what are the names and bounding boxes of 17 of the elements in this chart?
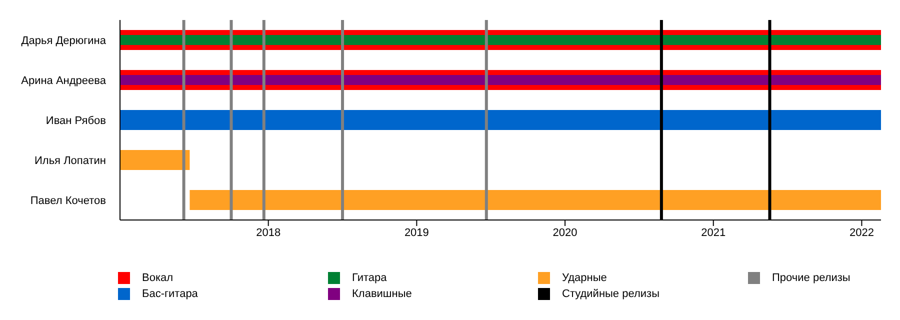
x-tick-label: 2019 bbox=[404, 226, 429, 239]
x-tick-label: 2020 bbox=[552, 226, 578, 239]
legend-label: Вокал bbox=[142, 272, 174, 284]
x-tick-label: 2022 bbox=[849, 226, 874, 239]
legend-label: Прочие релизы bbox=[772, 272, 850, 284]
y-tick-label: Илья Лопатин bbox=[34, 154, 106, 167]
x-tick-label: 2018 bbox=[256, 226, 281, 239]
y-tick-label: Павел Кочетов bbox=[30, 194, 106, 207]
y-tick-label: Дарья Дерюгина bbox=[21, 34, 107, 47]
legend-label: Гитара bbox=[352, 272, 387, 284]
legend-label: Студийные релизы bbox=[562, 288, 660, 300]
legend-label: Бас-гитара bbox=[142, 288, 198, 300]
x-tick-label: 2021 bbox=[701, 226, 726, 239]
legend-label: Клавишные bbox=[352, 288, 412, 300]
y-tick-label: Иван Рябов bbox=[46, 114, 106, 127]
legend-label: Ударные bbox=[562, 272, 607, 284]
y-tick-label: Арина Андреева bbox=[21, 74, 107, 87]
